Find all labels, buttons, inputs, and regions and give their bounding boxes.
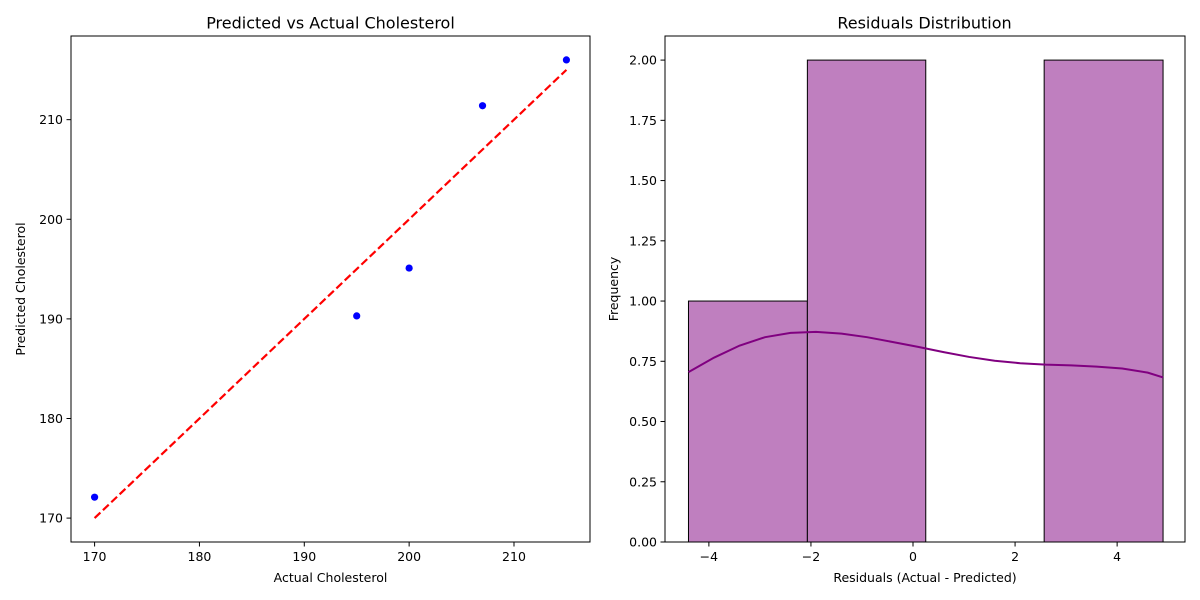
data-point	[90, 493, 99, 501]
x-tick-label: 170	[83, 549, 107, 564]
y-tick-label: 200	[39, 212, 63, 227]
data-point	[405, 264, 413, 272]
y-tick-label: 190	[39, 311, 63, 326]
scatter-chart: Predicted vs Actual Cholesterol 170 180 19…	[13, 14, 591, 585]
x-tick-label: 2	[1011, 549, 1019, 564]
histogram-tick-group: −4 −2 0 2 4 0.00 0.25 0.50 0.75 1.00 1.25 1.50 1.75 2…	[629, 53, 1121, 564]
reference-line	[93, 69, 568, 519]
y-tick-label: 2.00	[629, 53, 657, 68]
x-tick-label: 0	[909, 549, 917, 564]
histogram-x-axis-label: Residuals (Actual - Predicted)	[833, 570, 1016, 585]
scatter-tick-group: 170 180 190 200 210 170 180 190 200 210	[39, 112, 526, 564]
scatter-x-axis-label: Actual Cholesterol	[274, 570, 388, 585]
y-tick-label: 210	[39, 112, 63, 127]
y-tick-label: 0.50	[629, 414, 657, 429]
histogram-chart: Residuals Distribution −4 −2 0 2 4 0.00 0.25 0.…	[606, 14, 1186, 585]
y-tick-label: 1.75	[629, 113, 657, 128]
x-tick-label: −4	[700, 549, 718, 564]
kde-curve	[687, 330, 1164, 379]
x-tick-label: 180	[188, 549, 212, 564]
y-tick-label: 0.00	[629, 535, 657, 550]
y-tick-label: 0.75	[629, 354, 657, 369]
y-tick-label: 1.00	[629, 294, 657, 309]
histogram-chart-title: Residuals Distribution	[837, 14, 1011, 33]
scatter-chart-title: Predicted vs Actual Cholesterol	[206, 14, 455, 33]
x-tick-label: 190	[292, 549, 316, 564]
y-tick-label: 170	[39, 511, 63, 526]
histogram-bar	[806, 59, 927, 543]
y-tick-label: 1.25	[629, 233, 657, 248]
scatter-marks	[90, 56, 571, 519]
histogram-bar	[1043, 59, 1164, 543]
x-tick-label: −2	[802, 549, 820, 564]
x-tick-label: 210	[502, 549, 526, 564]
y-tick-label: 0.25	[629, 474, 657, 489]
x-tick-label: 200	[397, 549, 421, 564]
y-tick-label: 180	[39, 411, 63, 426]
data-point	[353, 312, 361, 320]
x-tick-label: 4	[1113, 549, 1121, 564]
scatter-plot-frame	[70, 35, 591, 543]
data-point	[562, 56, 571, 64]
histogram-y-axis-label: Frequency	[606, 256, 621, 321]
data-point	[478, 102, 487, 110]
histogram-plot-frame	[664, 35, 1186, 543]
histogram-bar	[687, 300, 808, 543]
scatter-y-axis-label: Predicted Cholesterol	[13, 222, 28, 355]
y-tick-label: 1.50	[629, 173, 657, 188]
histogram-marks	[687, 59, 1164, 543]
